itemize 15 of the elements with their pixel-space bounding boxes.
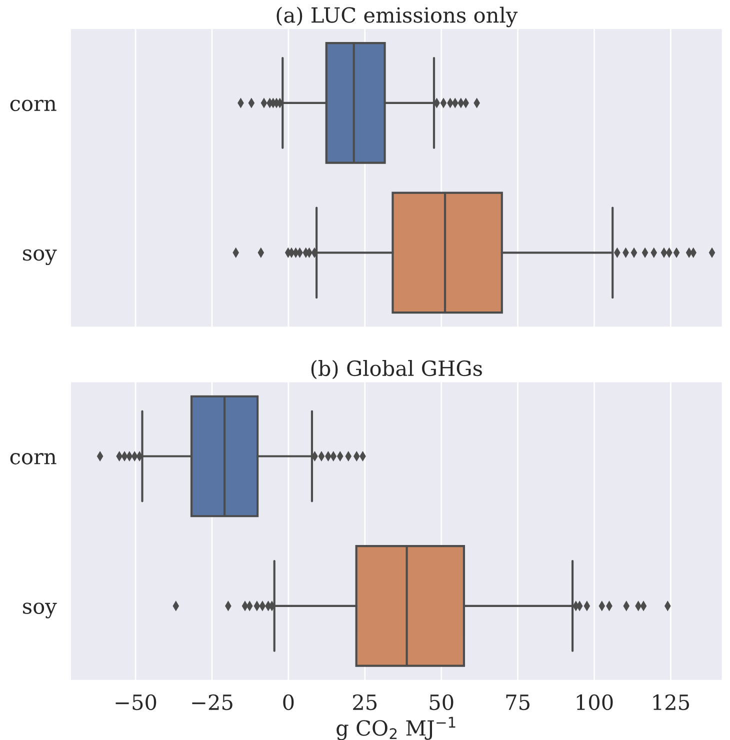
x-tick-label: 50 bbox=[430, 694, 454, 710]
x-tick-label: 125 bbox=[653, 694, 689, 710]
y-tick-label: corn bbox=[10, 453, 56, 464]
y-tick-label: corn bbox=[10, 100, 56, 112]
y-tick-label: soy bbox=[23, 602, 57, 618]
x-axis-title: g CO$_{2}$ MJ$^{−1}$ bbox=[336, 716, 456, 740]
x-tick-label: 100 bbox=[576, 694, 613, 710]
x-tick-label: 25 bbox=[353, 694, 377, 710]
x-tick-label: 75 bbox=[506, 694, 530, 710]
chart-title: (b) Global GHGs bbox=[311, 360, 482, 380]
x-tick-label: −25 bbox=[192, 694, 232, 710]
x-tick-label: 0 bbox=[283, 694, 294, 710]
y-tick-label: soy bbox=[23, 249, 57, 266]
chart-title: (a) LUC emissions only bbox=[276, 6, 518, 28]
x-tick-label: −50 bbox=[116, 694, 156, 710]
